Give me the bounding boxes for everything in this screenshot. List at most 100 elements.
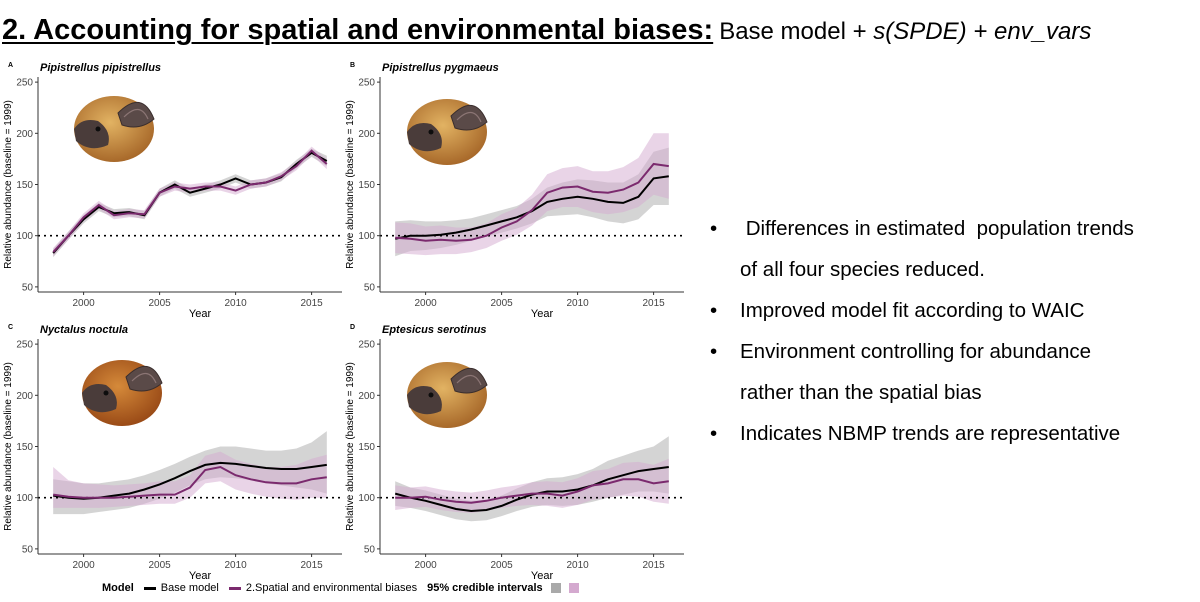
bat-ear-detail	[456, 111, 482, 123]
legend-label-ci: 95% credible intervals	[427, 582, 543, 594]
x-axis-label: Year	[189, 570, 212, 582]
ci-band-spatial	[395, 133, 669, 256]
chart-panel-b: B Pipistrellus pygmaeus 50 100 150 200 250 2000…	[345, 62, 684, 320]
bullet-item: • Differences in estimated population tr…	[710, 208, 1195, 290]
bullet-item: • Indicates NBMP trends are representativ…	[710, 413, 1195, 454]
bat-illustration	[407, 99, 488, 165]
panel-letter: A	[8, 62, 13, 69]
panel-title: Eptesicus serotinus	[382, 324, 487, 336]
bullet-list: • Differences in estimated population tr…	[710, 208, 1195, 454]
legend-item-spatial: 2.Spatial and environmental biases	[228, 582, 418, 594]
y-tick-label: 200	[16, 391, 33, 402]
x-tick-label: 2005	[490, 298, 513, 309]
chart-panel-d: D Eptesicus serotinus 50 100 150 200 250 2000 20…	[345, 324, 684, 582]
bullet-text-continued: of all four species reduced.	[740, 258, 985, 281]
bullet-text: Improved model fit according to WAIC	[740, 299, 1085, 322]
x-axis-label: Year	[531, 570, 554, 582]
x-tick-label: 2005	[490, 560, 513, 571]
panel-title: Pipistrellus pygmaeus	[382, 62, 499, 74]
bat-illustration	[82, 360, 163, 426]
y-axis-label: Relative abundance (baseline = 1999)	[345, 100, 356, 269]
bullet-dot: •	[710, 340, 718, 363]
bat-ear-detail	[131, 372, 157, 384]
bullet-item: • Improved model fit according to WAIC	[710, 290, 1195, 331]
y-tick-label: 50	[22, 544, 34, 555]
x-tick-label: 2010	[224, 560, 247, 571]
ci-band-spatial	[53, 146, 327, 257]
legend-item-ci: 95% credible intervals	[427, 582, 579, 594]
y-tick-label: 100	[16, 231, 33, 242]
subtitle-italic: s(SPDE) + env_vars	[873, 18, 1092, 45]
series-line-base	[52, 151, 328, 254]
legend-title: Model	[102, 582, 134, 594]
legend-swatch-base	[143, 586, 156, 590]
ci-band-spatial	[395, 458, 669, 513]
bullet-dot: •	[710, 217, 718, 240]
y-tick-label: 100	[358, 231, 375, 242]
legend-label-spatial: 2.Spatial and environmental biases	[245, 582, 418, 594]
bat-eye	[428, 129, 434, 135]
bat-ear	[125, 366, 163, 392]
y-axis-label: Relative abundance (baseline = 1999)	[3, 362, 14, 531]
y-tick-label: 150	[358, 442, 375, 453]
x-axis-label: Year	[189, 308, 212, 320]
y-tick-label: 250	[16, 78, 33, 89]
bat-ear-detail	[123, 108, 149, 120]
y-axis-label: Relative abundance (baseline = 1999)	[345, 362, 356, 531]
x-tick-label: 2015	[300, 298, 323, 309]
x-tick-label: 2005	[148, 560, 171, 571]
x-tick-label: 2015	[300, 560, 323, 571]
y-tick-label: 100	[358, 493, 375, 504]
x-tick-label: 2000	[72, 560, 95, 571]
bat-face	[407, 123, 442, 152]
x-tick-label: 2005	[148, 298, 171, 309]
bullet-text: Differences in estimated population tren…	[740, 217, 1134, 240]
bullet-dot: •	[710, 299, 718, 322]
chart-grid: A Pipistrellus pipistrellus 50 100 150 200 250…	[3, 62, 684, 582]
y-tick-label: 150	[16, 442, 33, 453]
bat-illustration	[74, 96, 155, 162]
series-line-spatial	[53, 465, 327, 499]
x-tick-label: 2010	[566, 298, 589, 309]
chart-panel-a: A Pipistrellus pipistrellus 50 100 150 200 250…	[3, 62, 342, 320]
panel-letter: C	[8, 324, 13, 331]
x-tick-label: 2000	[414, 298, 437, 309]
y-tick-label: 200	[358, 129, 375, 140]
series-line-spatial	[395, 478, 669, 504]
y-tick-label: 50	[364, 282, 376, 293]
bat-face	[74, 120, 109, 149]
y-tick-label: 250	[16, 340, 33, 351]
slide-title: 2. Accounting for spatial and environmen…	[2, 14, 1091, 47]
bat-eye	[103, 390, 109, 396]
chart-legend: Model Base model 2.Spatial and environme…	[102, 582, 589, 594]
panel-title: Nyctalus noctula	[40, 324, 128, 336]
x-tick-label: 2010	[566, 560, 589, 571]
panel-letter: D	[350, 324, 355, 331]
x-tick-label: 2000	[72, 298, 95, 309]
x-axis-label: Year	[531, 308, 554, 320]
bat-ear	[450, 105, 488, 131]
panel-title: Pipistrellus pipistrellus	[40, 62, 161, 74]
y-tick-label: 250	[358, 78, 375, 89]
bat-illustration	[407, 362, 488, 428]
y-tick-label: 200	[358, 391, 375, 402]
bat-face	[82, 384, 117, 413]
y-axis-label: Relative abundance (baseline = 1999)	[3, 100, 14, 269]
y-tick-label: 150	[16, 180, 33, 191]
y-tick-label: 50	[22, 282, 34, 293]
ci-band-base	[53, 148, 327, 258]
y-tick-label: 250	[358, 340, 375, 351]
bat-eye	[95, 126, 101, 132]
bat-ear	[450, 368, 488, 394]
bat-ear	[117, 102, 155, 128]
y-tick-label: 50	[364, 544, 376, 555]
y-tick-label: 200	[16, 129, 33, 140]
bullet-text: Environment controlling for abundance	[740, 340, 1091, 363]
chart-panel-c: C Nyctalus noctula 50 100 150 200 250 2000 2005 2…	[3, 324, 342, 582]
title-main: 2. Accounting for spatial and environmen…	[2, 14, 714, 46]
x-tick-label: 2015	[642, 298, 665, 309]
bullet-item: • Environment controlling for abundance ra…	[710, 331, 1195, 413]
legend-swatch-ci-base	[550, 583, 561, 593]
title-subtitle: Base model + s(SPDE) + env_vars	[719, 18, 1091, 45]
x-tick-label: 2015	[642, 560, 665, 571]
